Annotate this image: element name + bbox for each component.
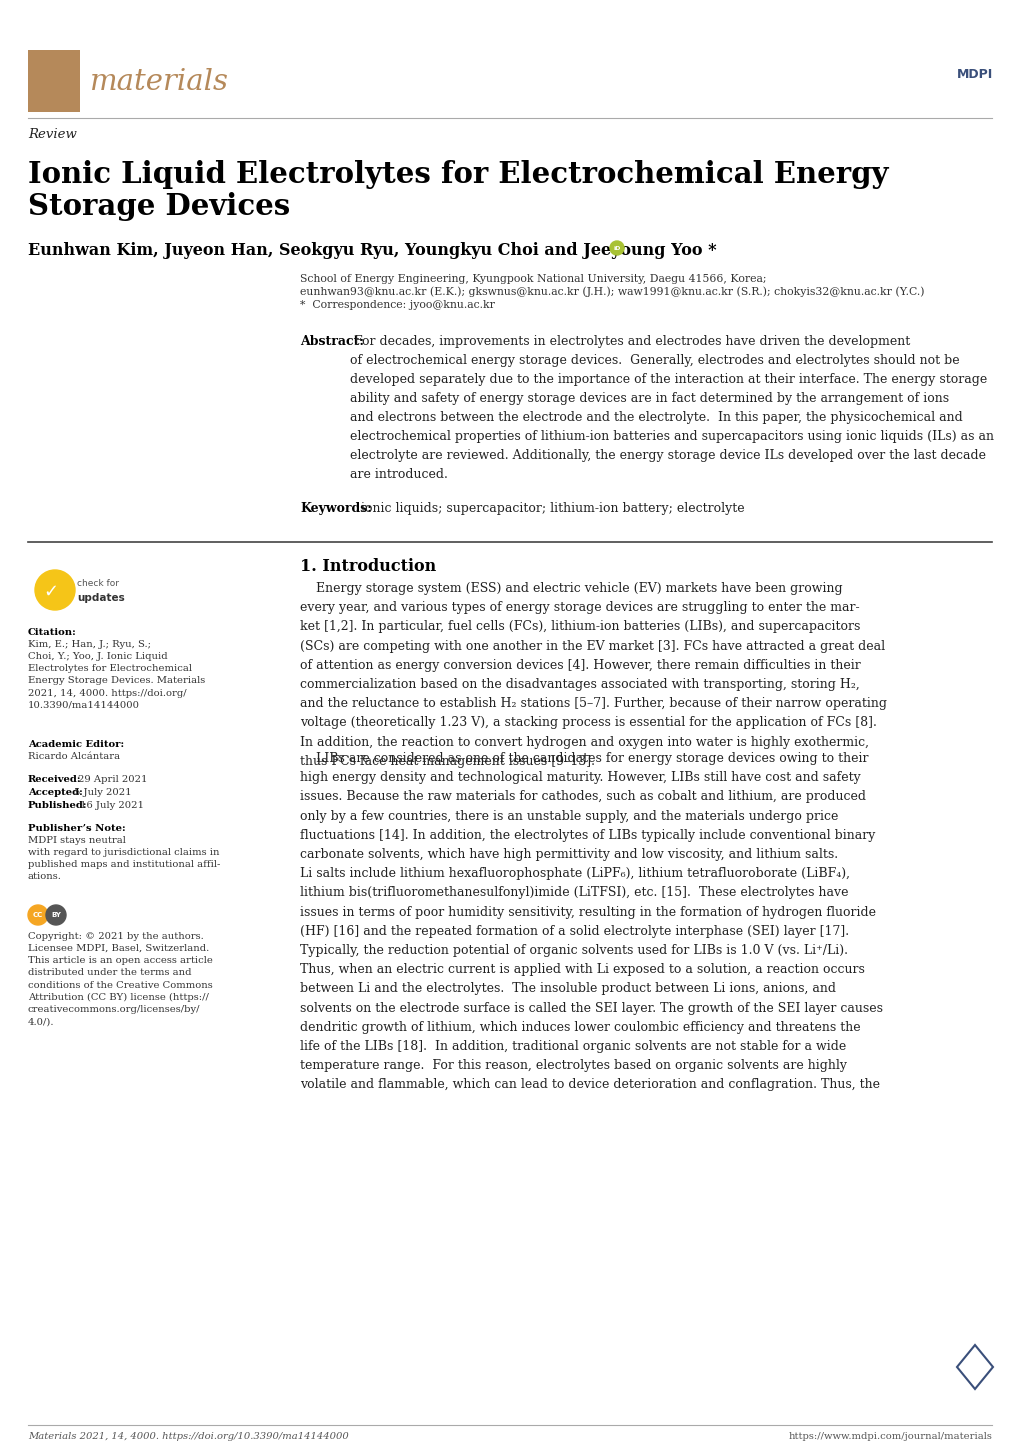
Circle shape — [35, 570, 75, 610]
Text: Keywords:: Keywords: — [300, 502, 372, 515]
Text: Materials 2021, 14, 4000. https://doi.org/10.3390/ma14144000: Materials 2021, 14, 4000. https://doi.or… — [28, 1432, 348, 1441]
Text: iD: iD — [612, 245, 621, 251]
Text: CC: CC — [33, 911, 43, 919]
Text: Abstract:: Abstract: — [300, 335, 364, 348]
Text: 5 July 2021: 5 July 2021 — [74, 787, 131, 797]
FancyBboxPatch shape — [28, 50, 79, 112]
Text: School of Energy Engineering, Kyungpook National University, Daegu 41566, Korea;: School of Energy Engineering, Kyungpook … — [300, 274, 765, 284]
Text: Ricardo Alcántara: Ricardo Alcántara — [28, 751, 120, 761]
Text: materials: materials — [90, 68, 229, 97]
Text: *  Correspondence: jyoo@knu.ac.kr: * Correspondence: jyoo@knu.ac.kr — [300, 300, 494, 310]
Text: Copyright: © 2021 by the authors.
Licensee MDPI, Basel, Switzerland.
This articl: Copyright: © 2021 by the authors. Licens… — [28, 932, 213, 1027]
Text: Storage Devices: Storage Devices — [28, 192, 290, 221]
Text: For decades, improvements in electrolytes and electrodes have driven the develop: For decades, improvements in electrolyte… — [350, 335, 994, 482]
Text: 29 April 2021: 29 April 2021 — [77, 774, 148, 784]
Text: Citation:: Citation: — [28, 629, 76, 637]
Text: Accepted:: Accepted: — [28, 787, 83, 797]
Text: Energy storage system (ESS) and electric vehicle (EV) markets have been growing
: Energy storage system (ESS) and electric… — [300, 583, 887, 767]
Circle shape — [46, 906, 66, 924]
Circle shape — [28, 906, 48, 924]
Text: Ionic Liquid Electrolytes for Electrochemical Energy: Ionic Liquid Electrolytes for Electroche… — [28, 160, 888, 189]
Text: ✓: ✓ — [44, 583, 58, 601]
Text: Publisher’s Note:: Publisher’s Note: — [28, 823, 125, 833]
Text: Received:: Received: — [28, 774, 82, 784]
Text: BY: BY — [51, 911, 61, 919]
Text: LIBs are considered as one of the candidates for energy storage devices owing to: LIBs are considered as one of the candid… — [300, 751, 882, 1092]
Text: MDPI stays neutral
with regard to jurisdictional claims in
published maps and in: MDPI stays neutral with regard to jurisd… — [28, 836, 220, 881]
Text: Academic Editor:: Academic Editor: — [28, 740, 124, 748]
Circle shape — [609, 241, 624, 255]
Text: Published:: Published: — [28, 800, 88, 810]
Text: check for: check for — [76, 580, 119, 588]
Text: ionic liquids; supercapacitor; lithium-ion battery; electrolyte: ionic liquids; supercapacitor; lithium-i… — [357, 502, 744, 515]
Text: updates: updates — [76, 593, 124, 603]
Text: https://www.mdpi.com/journal/materials: https://www.mdpi.com/journal/materials — [788, 1432, 991, 1441]
Text: Kim, E.; Han, J.; Ryu, S.;
Choi, Y.; Yoo, J. Ionic Liquid
Electrolytes for Elect: Kim, E.; Han, J.; Ryu, S.; Choi, Y.; Yoo… — [28, 640, 205, 709]
Text: 16 July 2021: 16 July 2021 — [79, 800, 144, 810]
Text: eunhwan93@knu.ac.kr (E.K.); gkswnus@knu.ac.kr (J.H.); waw1991@knu.ac.kr (S.R.); : eunhwan93@knu.ac.kr (E.K.); gkswnus@knu.… — [300, 287, 923, 297]
Text: Review: Review — [28, 128, 76, 141]
Text: Eunhwan Kim, Juyeon Han, Seokgyu Ryu, Youngkyu Choi and Jeeyoung Yoo *: Eunhwan Kim, Juyeon Han, Seokgyu Ryu, Yo… — [28, 242, 716, 260]
Text: 1. Introduction: 1. Introduction — [300, 558, 436, 575]
Text: MDPI: MDPI — [956, 69, 993, 82]
